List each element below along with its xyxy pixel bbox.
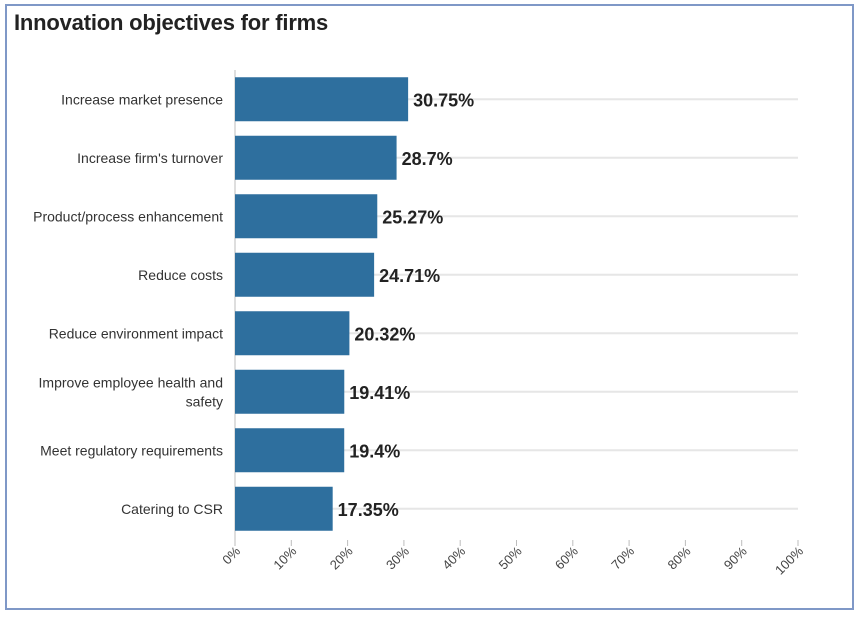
data-label: 30.75% — [413, 90, 474, 110]
x-tick-label: 60% — [552, 543, 581, 572]
x-tick-label: 100% — [772, 543, 806, 577]
chart-title: Innovation objectives for firms — [14, 10, 329, 35]
category-label: Reduce costs — [138, 267, 223, 283]
bar — [235, 77, 409, 122]
data-label: 28.7% — [402, 149, 453, 169]
bar — [235, 252, 375, 297]
category-label: Product/process enhancement — [33, 208, 223, 224]
category-label: safety — [186, 393, 223, 409]
category-label: Reduce environment impact — [49, 325, 223, 341]
category-label: Meet regulatory requirements — [40, 442, 223, 458]
bar — [235, 194, 378, 239]
data-label: 25.27% — [382, 207, 443, 227]
bar — [235, 369, 345, 414]
bar — [235, 428, 345, 473]
x-tick-label: 10% — [270, 543, 299, 572]
data-label: 19.4% — [349, 441, 400, 461]
x-tick-label: 80% — [665, 543, 694, 572]
x-tick-label: 90% — [721, 543, 750, 572]
data-label: 17.35% — [338, 500, 399, 520]
x-tick-label: 30% — [383, 543, 412, 572]
data-label: 19.41% — [349, 383, 410, 403]
bar — [235, 311, 350, 356]
category-label: Increase market presence — [61, 91, 223, 107]
x-tick-label: 20% — [327, 543, 356, 572]
data-label: 24.71% — [379, 266, 440, 286]
x-tick-label: 50% — [496, 543, 525, 572]
data-label: 20.32% — [354, 324, 415, 344]
category-label: Catering to CSR — [121, 501, 223, 517]
x-tick-label: 70% — [608, 543, 637, 572]
category-label: Improve employee health and — [39, 374, 223, 390]
bar — [235, 135, 397, 180]
x-tick-label: 0% — [219, 543, 243, 567]
bar — [235, 486, 333, 531]
category-label: Increase firm's turnover — [77, 150, 223, 166]
x-tick-label: 40% — [439, 543, 468, 572]
